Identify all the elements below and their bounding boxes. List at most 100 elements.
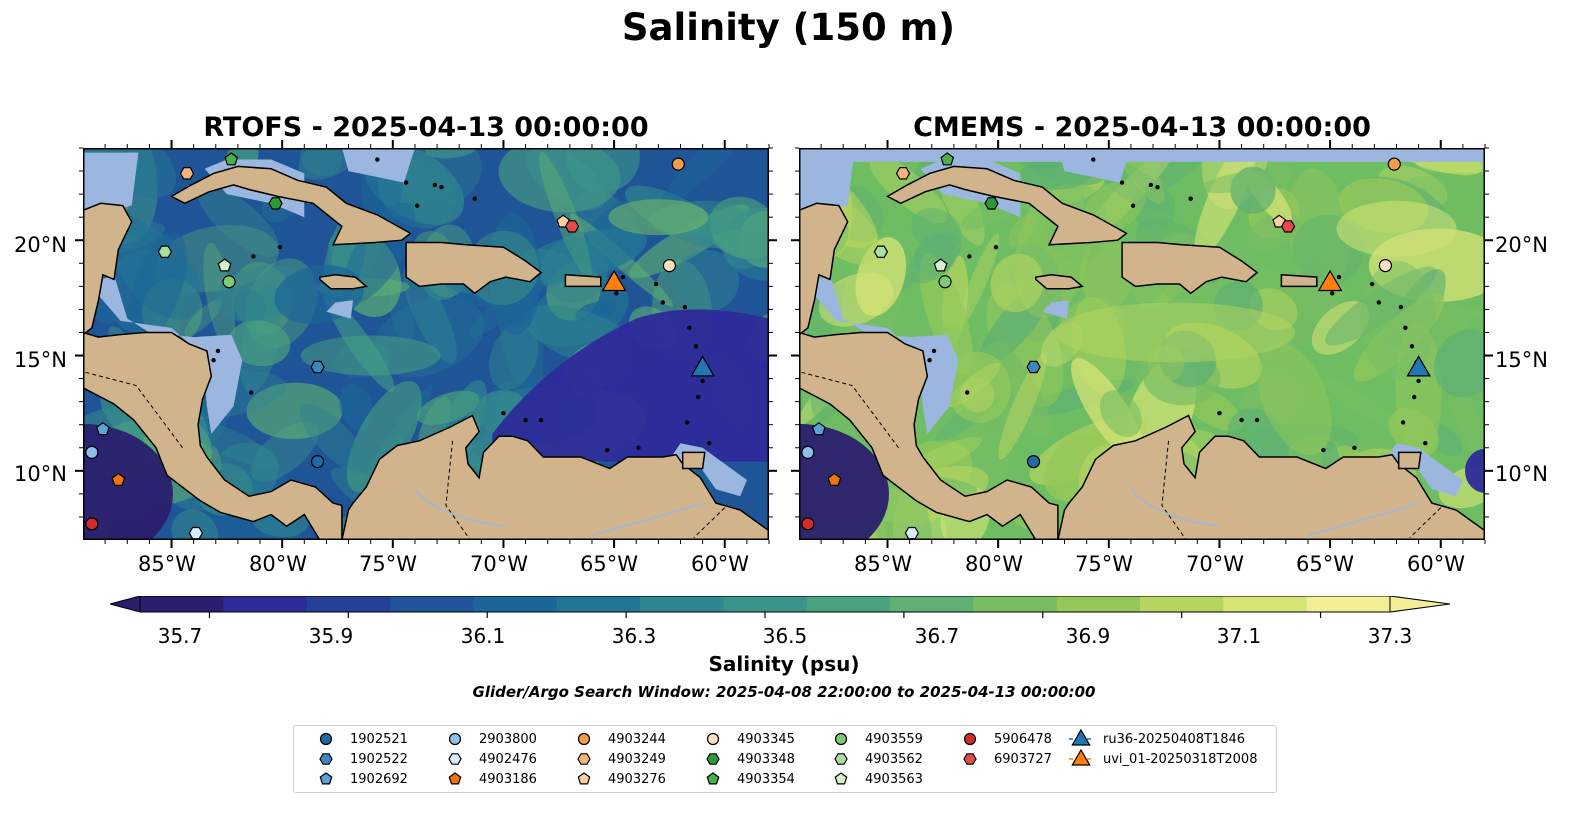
float-marker-1902692 [811, 422, 826, 436]
salinity-patch [1200, 169, 1288, 193]
float-marker-4903354 [224, 152, 239, 166]
legend-marker [448, 732, 462, 746]
river [591, 502, 703, 537]
colorbar-segment [806, 596, 891, 612]
island [1321, 447, 1326, 453]
island [1352, 445, 1357, 450]
circle-marker-icon [319, 732, 333, 746]
lat-tick-label: 20°N [1495, 233, 1548, 257]
land-hispaniola [1121, 241, 1259, 295]
legend-label: 4903348 [737, 752, 795, 767]
salinity-patch [300, 148, 342, 177]
salinity-patch [112, 223, 201, 320]
lon-tick-label: 60°W [691, 552, 749, 576]
island [1119, 180, 1125, 185]
salinity-patch [1360, 261, 1436, 380]
legend-label: 2903800 [479, 732, 537, 747]
land-south-america [1057, 414, 1485, 540]
colorbar-title: Salinity (psu) [708, 652, 860, 676]
island [653, 281, 659, 287]
colorbar-tick-label: 36.9 [1065, 624, 1111, 648]
hexagon-marker-icon [319, 753, 333, 765]
pentagon-marker-icon [577, 772, 591, 785]
lon-tick-label: 60°W [1407, 552, 1465, 576]
land-yucatan [83, 202, 133, 336]
island [993, 244, 999, 250]
island [620, 274, 626, 280]
map-panel-cmems[interactable] [791, 140, 1493, 548]
float-marker-4903563 [933, 258, 948, 272]
land-south-america [341, 414, 769, 540]
map-frame [799, 148, 1485, 540]
lat-tick-label: 10°N [1495, 462, 1548, 486]
salinity-patch [526, 148, 607, 211]
legend-marker [706, 732, 720, 746]
float-marker-5906478 [801, 517, 815, 531]
island [707, 440, 712, 446]
land-trinidad [681, 451, 706, 470]
float-marker-ru36-20250408T1846 [1406, 355, 1431, 377]
colorbar-tick-label: 36.7 [914, 624, 960, 648]
island [1239, 417, 1244, 423]
salinity-patch [416, 390, 480, 425]
circle-marker-icon [448, 732, 462, 746]
salinity-patch [184, 299, 222, 337]
river [414, 488, 504, 527]
colorbar-tick-label: 36.5 [762, 624, 808, 648]
float-marker-2903800 [801, 445, 815, 459]
salinity-patch [673, 250, 739, 313]
island [251, 254, 256, 259]
legend-marker [834, 732, 848, 746]
salinity-patch [876, 475, 932, 540]
country-border [445, 440, 471, 540]
triangle-marker-icon [1069, 729, 1093, 746]
float-marker-6903727 [1280, 220, 1296, 233]
legend-label: 4903244 [608, 732, 666, 747]
salinity-patch [403, 265, 457, 364]
salinity-patch [998, 353, 1047, 460]
salinity-patch [990, 253, 1044, 313]
float-marker-4903348 [268, 197, 283, 210]
float-marker-4902476 [904, 526, 920, 540]
colorbar-extend-high [1389, 596, 1451, 613]
salinity-patch [661, 148, 759, 206]
island [277, 244, 283, 250]
lon-tick-label: 85°W [138, 552, 196, 576]
island [1403, 325, 1408, 331]
salinity-patch [946, 351, 1011, 423]
salinity-patch [1008, 213, 1038, 248]
legend-marker [706, 753, 720, 765]
island [1398, 304, 1404, 310]
legend-label: 4903559 [865, 732, 923, 747]
island [211, 357, 216, 363]
salinity-patch [959, 233, 1000, 325]
island [375, 157, 380, 162]
salinity-patch [346, 380, 422, 493]
circle-marker-icon [963, 732, 977, 746]
colorbar-segment [306, 596, 391, 612]
low-salinity-plume [492, 309, 769, 462]
island [1254, 417, 1260, 423]
map-panel-rtofs[interactable] [75, 140, 777, 548]
legend-label: 1902522 [350, 752, 408, 767]
salinity-patch [1319, 376, 1397, 429]
island [538, 417, 544, 423]
float-marker-4903562 [157, 245, 173, 259]
legend-label: 4903345 [737, 732, 795, 747]
salinity-patch [228, 320, 291, 367]
salinity-patch [1257, 343, 1332, 456]
float-marker-1902521 [310, 455, 325, 469]
island [687, 325, 692, 331]
legend-marker [577, 753, 591, 765]
legend-label: 5906478 [994, 732, 1052, 747]
island [614, 291, 619, 296]
shelf-area [1042, 300, 1069, 319]
land-hispaniola [405, 241, 543, 295]
island [1423, 440, 1428, 446]
country-border [83, 371, 183, 449]
float-marker-4903354 [940, 152, 955, 166]
float-marker-4903186 [111, 472, 126, 486]
float-marker-4903559 [938, 275, 952, 289]
legend-marker [963, 732, 977, 746]
island [1130, 203, 1136, 208]
